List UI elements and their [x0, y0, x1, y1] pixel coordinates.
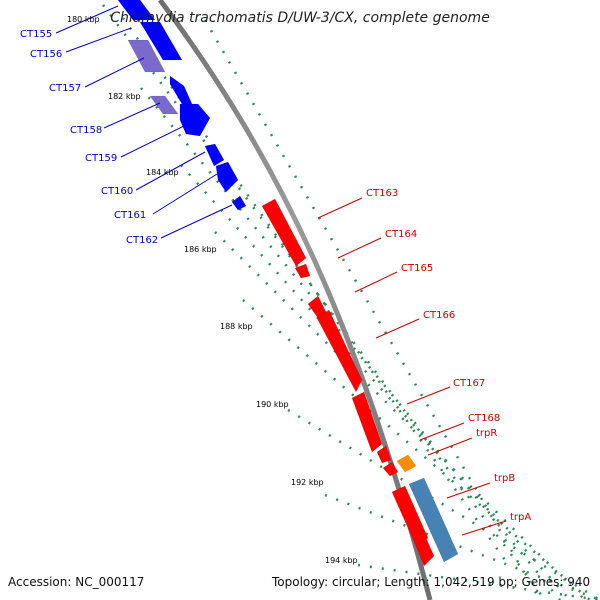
gene-label-ct161: CT161	[114, 210, 146, 221]
gene-label-trpr: trpR	[476, 428, 497, 439]
gene-arrow-ct155	[117, 0, 156, 21]
gene-arrow-trpb2	[415, 537, 435, 567]
gene-arrow-ct159	[179, 103, 211, 137]
gene-arrow-trpa	[408, 477, 459, 563]
gene-label-ct167: CT167	[453, 378, 485, 389]
leader-ct160	[135, 151, 206, 191]
leader-ct158	[103, 102, 161, 129]
tick-label-186: 186 kbp	[184, 245, 217, 254]
tick-label-184: 184 kbp	[146, 168, 179, 177]
gene-label-trpa: trpA	[510, 512, 531, 523]
gene-label-ct162: CT162	[126, 235, 158, 246]
topology-text: Topology: circular; Length: 1,042,519 bp…	[271, 575, 590, 589]
tick-grid	[101, 4, 600, 600]
gene-label-ct157: CT157	[49, 83, 81, 94]
leader-ct157	[84, 57, 145, 88]
gene-label-ct160: CT160	[101, 186, 133, 197]
tick-line-184	[180, 164, 571, 600]
tick-label-180: 180 kbp	[67, 15, 100, 24]
map-title: Chlamydia trachomatis D/UW-3/CX, complet…	[110, 10, 490, 26]
leader-ct164	[337, 237, 382, 259]
gene-arrow-ct157b	[169, 75, 193, 105]
gene-arrow-ct163	[261, 198, 307, 267]
leader-ct163	[317, 197, 363, 219]
leader-ct166	[375, 318, 420, 339]
gene-label-ct164: CT164	[385, 229, 417, 240]
guide-line-b	[121, 17, 507, 561]
leader-ct156	[65, 27, 132, 53]
leader-trpr	[427, 437, 473, 456]
tick-label-192: 192 kbp	[291, 478, 324, 487]
tick-label-182: 182 kbp	[108, 92, 141, 101]
genome-backbone	[157, 0, 433, 600]
gene-arrow-ct164	[294, 263, 311, 279]
gene-label-ct166: CT166	[423, 310, 455, 321]
gene-arrow-ct166	[316, 309, 363, 393]
gene-arrow-ct158	[149, 95, 179, 115]
gene-arrow-trpb	[391, 485, 429, 547]
gene-arrow-ct168b	[382, 461, 399, 477]
tick-label-188: 188 kbp	[220, 322, 253, 331]
tick-line-190	[287, 408, 600, 600]
gene-label-ct155: CT155	[20, 29, 52, 40]
forward-gene-labels: CT155 CT156 CT157 CT158 CT159 CT160 CT16…	[20, 29, 158, 246]
leader-ct167	[406, 386, 451, 405]
leader-ct155	[55, 5, 119, 34]
gene-features	[117, 0, 459, 567]
gene-arrow-ct157	[127, 39, 166, 73]
gene-arrow-ct162	[231, 195, 247, 211]
label-leaders	[55, 5, 507, 536]
gene-label-ct165: CT165	[401, 263, 433, 274]
tick-label-190: 190 kbp	[256, 400, 289, 409]
tick-line-192	[324, 493, 600, 600]
reverse-gene-labels: CT163 CT164 CT165 CT166 CT167 CT168 trpR…	[366, 188, 531, 523]
gene-label-ct159: CT159	[85, 153, 117, 164]
leader-ct168	[419, 422, 465, 441]
gene-label-ct156: CT156	[30, 49, 62, 60]
gene-arrow-ct161	[215, 161, 239, 193]
leader-trpb	[446, 482, 491, 499]
gene-label-ct168: CT168	[468, 413, 500, 424]
accession-text: Accession: NC_000117	[8, 575, 144, 589]
tick-labels: 180 kbp 182 kbp 184 kbp 186 kbp 188 kbp …	[67, 15, 358, 565]
tick-label-194: 194 kbp	[325, 556, 358, 565]
gene-arrow-trpr	[396, 454, 417, 473]
tick-line-186	[214, 231, 586, 600]
gene-label-ct158: CT158	[70, 125, 102, 136]
gene-label-ct163: CT163	[366, 188, 398, 199]
leader-ct161	[152, 173, 218, 215]
leader-trpa	[461, 520, 507, 536]
gene-label-trpb: trpB	[494, 473, 515, 484]
leader-ct162	[160, 204, 233, 239]
leader-ct165	[354, 271, 398, 293]
gene-arrow-ct156	[139, 21, 183, 61]
gene-arrow-ct160	[204, 143, 225, 167]
gene-arrow-ct167	[351, 391, 383, 453]
tick-line-188	[242, 299, 591, 600]
leader-ct159	[120, 124, 187, 158]
gene-arrow-ct168	[376, 445, 392, 464]
